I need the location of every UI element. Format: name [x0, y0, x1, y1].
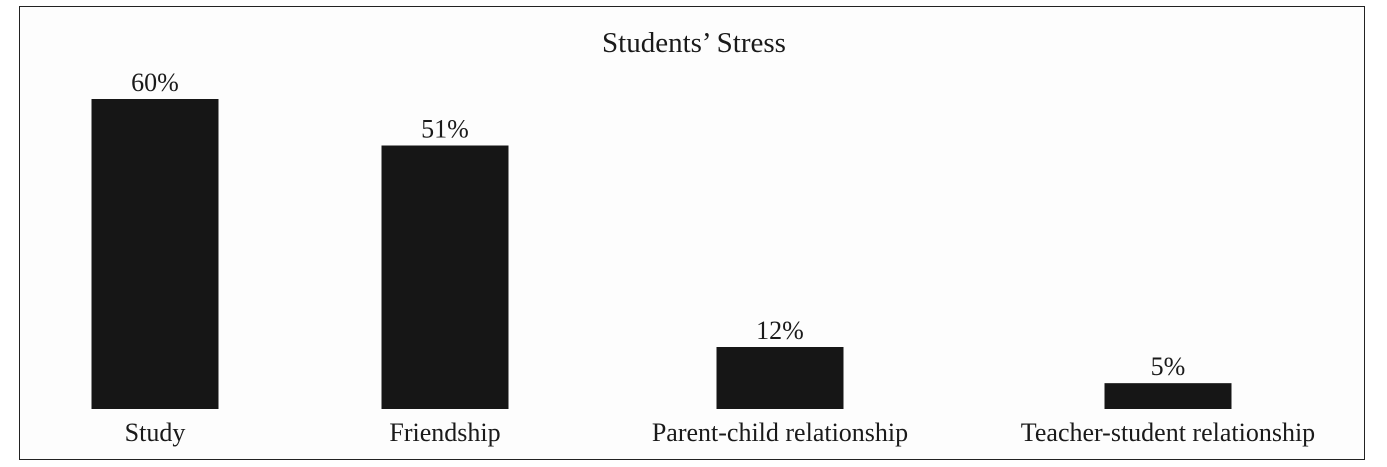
category-label: Friendship [389, 418, 500, 447]
bar-study [91, 99, 219, 409]
value-label: 60% [131, 68, 179, 97]
value-label: 51% [421, 115, 469, 144]
category-label: Teacher-student relationship [1021, 418, 1315, 447]
bar-parent-child-relationship [716, 347, 844, 409]
category-label: Study [125, 418, 186, 447]
bar-friendship [381, 145, 509, 409]
chart-title: Students’ Stress [602, 27, 786, 59]
category-labels-group: Study Friendship Parent-child relationship… [125, 418, 1316, 447]
bars-group [91, 99, 1232, 409]
value-label: 5% [1151, 352, 1186, 381]
value-label: 12% [756, 316, 804, 345]
category-label: Parent-child relationship [652, 418, 908, 447]
bar-teacher-student-relationship [1104, 383, 1232, 409]
value-labels-group: 60% 51% 12% 5% [131, 68, 1185, 381]
